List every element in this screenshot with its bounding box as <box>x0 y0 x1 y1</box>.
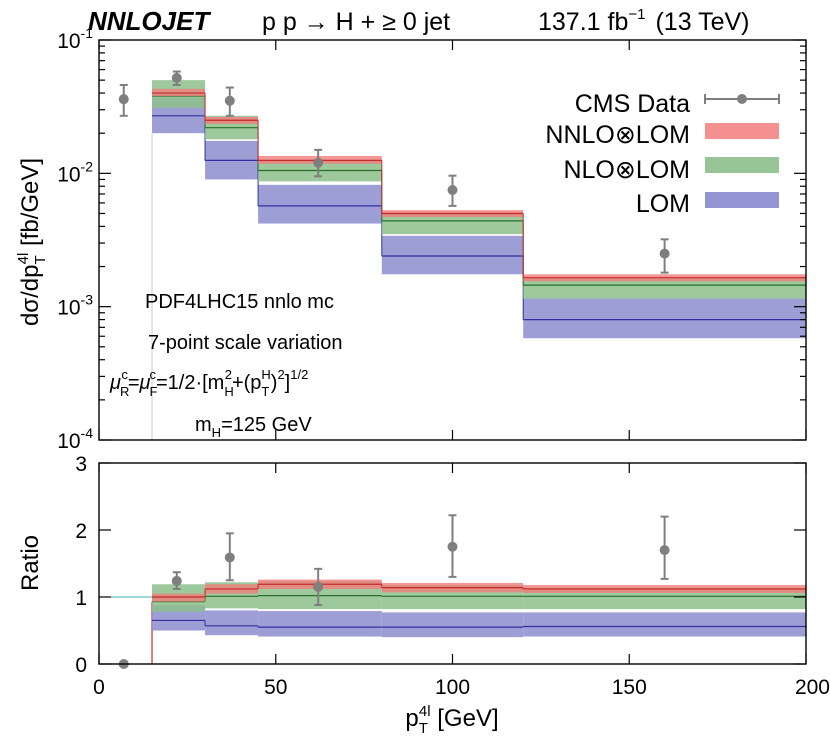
data-point-5 <box>659 545 670 556</box>
legend-swatch-nlo <box>705 157 779 173</box>
legend-label-data: CMS Data <box>575 90 690 118</box>
x-tick-label-4: 200 <box>795 676 830 699</box>
main-bands <box>151 80 806 440</box>
legend-label-lom: LOM <box>636 190 690 218</box>
ratio-panel: 0 1 2 3 0 50 100 150 200 Ratio pT4l [GeV] <box>17 453 830 737</box>
ratio-y-tick-label-2: 2 <box>75 520 87 543</box>
main-panel: 10-1 10-2 10-3 10-4 dσ/dpT4l [fb/GeV] CMS D… <box>15 25 807 453</box>
data-point-4 <box>447 184 458 195</box>
annotation-higgs-mass: mH=125 GeV <box>195 414 312 440</box>
legend-marker-data-point <box>737 94 747 104</box>
band-lom-bin-3 <box>381 612 524 638</box>
band-nlo-bin-4 <box>523 277 806 299</box>
x-tick-label-1: 50 <box>264 676 287 699</box>
data-point-3 <box>313 581 324 592</box>
band-nlo-bin-3 <box>381 212 524 235</box>
energy-label: (13 TeV) <box>655 8 749 36</box>
data-point-2 <box>224 552 235 563</box>
x-tick-label-3: 150 <box>612 676 647 699</box>
legend-label-nnlo: NNLO⊗LOM <box>545 121 690 149</box>
main-data-points <box>118 70 670 274</box>
annotation-scale: 7-point scale variation <box>148 332 343 354</box>
band-lom-bin-4 <box>523 612 806 637</box>
annotation-pdf: PDF4LHC15 nnlo mc <box>145 291 334 313</box>
lumi-exponent: −1 <box>628 6 645 23</box>
x-tick-label-0: 0 <box>93 676 105 699</box>
data-point-5 <box>659 248 670 259</box>
data-point-4 <box>447 541 458 552</box>
ratio-y-axis-label: Ratio <box>17 535 44 591</box>
legend: CMS Data NNLO⊗LOM NLO⊗LOM LOM <box>545 90 780 218</box>
legend-label-nlo: NLO⊗LOM <box>563 156 690 184</box>
legend-swatch-lom <box>705 192 779 208</box>
x-axis-label: pT4l [GeV] <box>405 703 498 737</box>
band-lom-bin-2 <box>258 184 382 224</box>
band-lom-bin-2 <box>258 611 382 637</box>
data-point-1 <box>171 72 182 83</box>
band-lom-bin-4 <box>523 298 806 339</box>
main-y-tick-label-0: 10-1 <box>57 25 93 53</box>
band-lom-bin-3 <box>381 235 524 275</box>
main-y-tick-label-3: 10-4 <box>57 425 93 453</box>
band-nnlo-bin-0 <box>152 593 206 602</box>
process-label: p p → H + ≥ 0 jet <box>262 8 450 36</box>
lumi-value: 137.1 fb <box>538 8 628 36</box>
ratio-ticks: 0 1 2 3 0 50 100 150 200 <box>75 453 830 699</box>
ratio-y-tick-label-0: 0 <box>75 654 87 677</box>
ratio-data-points <box>118 514 670 669</box>
band-lom-bin-1 <box>205 610 259 636</box>
brand-label: NNLOJET <box>88 6 211 36</box>
ratio-bands <box>99 579 806 664</box>
data-point-0 <box>118 94 129 105</box>
lumi-label: 137.1 fb−1 (13 TeV) <box>538 6 750 36</box>
annotation-scale-choice: μRc=μFc=1/2·[mH2+(pTH)2]1/2 <box>109 367 308 399</box>
band-nnlo-bin-0 <box>152 88 206 97</box>
data-point-2 <box>224 95 235 106</box>
data-point-1 <box>171 575 182 586</box>
legend-swatch-nnlo <box>705 123 779 139</box>
main-y-tick-label-1: 10-2 <box>57 158 93 186</box>
main-y-tick-label-2: 10-3 <box>57 292 93 320</box>
ratio-y-tick-label-1: 1 <box>75 587 87 610</box>
ratio-y-tick-label-3: 3 <box>75 453 87 476</box>
data-point-3 <box>313 157 324 168</box>
x-tick-label-2: 100 <box>435 676 470 699</box>
main-y-axis-label: dσ/dpT4l [fb/GeV] <box>15 158 49 326</box>
main-ticks: 10-1 10-2 10-3 10-4 <box>57 25 807 453</box>
